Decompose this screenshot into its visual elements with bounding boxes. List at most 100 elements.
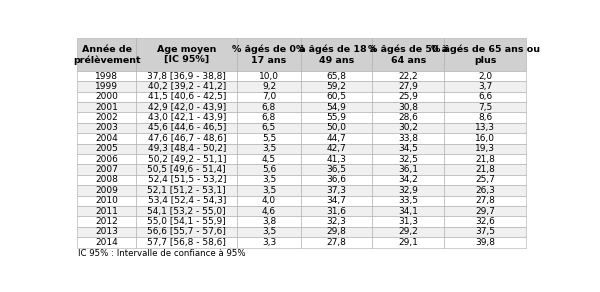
Text: 50,5 [49,6 - 51,4]: 50,5 [49,6 - 51,4] xyxy=(148,165,226,174)
Bar xyxy=(136,123,237,133)
Bar xyxy=(301,175,373,185)
Bar xyxy=(136,154,237,164)
Bar xyxy=(373,102,444,112)
Bar xyxy=(444,123,526,133)
Bar xyxy=(77,81,136,92)
Text: 5,6: 5,6 xyxy=(262,165,276,174)
Bar xyxy=(136,237,237,248)
Text: 25,9: 25,9 xyxy=(398,92,418,101)
Text: 40,2 [39,2 - 41,2]: 40,2 [39,2 - 41,2] xyxy=(148,82,226,91)
Bar xyxy=(301,39,373,71)
Text: % âgés de 50 à
64 ans: % âgés de 50 à 64 ans xyxy=(368,45,448,65)
Text: 6,5: 6,5 xyxy=(262,124,276,133)
Bar xyxy=(301,227,373,237)
Bar xyxy=(373,81,444,92)
Bar xyxy=(237,123,301,133)
Bar xyxy=(444,237,526,248)
Text: 52,1 [51,2 - 53,1]: 52,1 [51,2 - 53,1] xyxy=(148,186,226,195)
Text: 19,3: 19,3 xyxy=(475,144,495,153)
Text: 42,9 [42,0 - 43,9]: 42,9 [42,0 - 43,9] xyxy=(148,103,226,112)
Text: 25,7: 25,7 xyxy=(475,175,495,185)
Bar xyxy=(136,206,237,216)
Bar xyxy=(136,81,237,92)
Text: 2000: 2000 xyxy=(95,92,118,101)
Bar xyxy=(77,185,136,196)
Bar xyxy=(136,112,237,123)
Text: Année de
prélèvement: Année de prélèvement xyxy=(73,45,140,65)
Text: 2007: 2007 xyxy=(95,165,118,174)
Bar xyxy=(373,71,444,81)
Bar xyxy=(373,92,444,102)
Text: 31,6: 31,6 xyxy=(326,207,347,215)
Text: 52,4 [51,5 - 53,2]: 52,4 [51,5 - 53,2] xyxy=(148,175,226,185)
Bar xyxy=(237,71,301,81)
Bar xyxy=(373,227,444,237)
Text: 47,6 [46,7 - 48,6]: 47,6 [46,7 - 48,6] xyxy=(148,134,226,143)
Text: IC 95% : Intervalle de confiance à 95%: IC 95% : Intervalle de confiance à 95% xyxy=(78,249,246,258)
Bar xyxy=(237,144,301,154)
Bar xyxy=(237,81,301,92)
Bar xyxy=(301,133,373,144)
Bar xyxy=(136,185,237,196)
Text: 36,1: 36,1 xyxy=(398,165,418,174)
Bar xyxy=(373,154,444,164)
Bar xyxy=(237,102,301,112)
Text: 33,8: 33,8 xyxy=(398,134,418,143)
Text: 28,6: 28,6 xyxy=(398,113,418,122)
Text: 29,8: 29,8 xyxy=(326,227,347,237)
Text: 43,0 [42,1 - 43,9]: 43,0 [42,1 - 43,9] xyxy=(148,113,226,122)
Text: 2,0: 2,0 xyxy=(478,72,492,81)
Bar xyxy=(373,237,444,248)
Text: 42,7: 42,7 xyxy=(327,144,346,153)
Text: 30,2: 30,2 xyxy=(398,124,418,133)
Bar xyxy=(444,185,526,196)
Bar xyxy=(301,206,373,216)
Bar xyxy=(444,102,526,112)
Bar xyxy=(301,144,373,154)
Bar xyxy=(301,123,373,133)
Text: 3,5: 3,5 xyxy=(262,186,276,195)
Text: % âgés de 18 à
49 ans: % âgés de 18 à 49 ans xyxy=(296,45,377,65)
Text: 2011: 2011 xyxy=(95,207,118,215)
Bar xyxy=(136,227,237,237)
Text: 34,5: 34,5 xyxy=(398,144,418,153)
Text: 5,5: 5,5 xyxy=(262,134,276,143)
Text: 27,9: 27,9 xyxy=(398,82,418,91)
Bar xyxy=(444,144,526,154)
Text: 27,8: 27,8 xyxy=(475,196,495,205)
Bar xyxy=(444,112,526,123)
Text: 32,9: 32,9 xyxy=(398,186,418,195)
Bar xyxy=(237,237,301,248)
Text: 29,7: 29,7 xyxy=(475,207,495,215)
Bar xyxy=(77,216,136,227)
Bar xyxy=(77,133,136,144)
Text: 39,8: 39,8 xyxy=(475,238,495,247)
Text: 1998: 1998 xyxy=(95,72,118,81)
Text: 22,2: 22,2 xyxy=(398,72,418,81)
Text: 1999: 1999 xyxy=(95,82,118,91)
Text: 29,1: 29,1 xyxy=(398,238,418,247)
Text: 13,3: 13,3 xyxy=(475,124,495,133)
Text: 4,0: 4,0 xyxy=(262,196,276,205)
Bar xyxy=(136,196,237,206)
Bar xyxy=(301,154,373,164)
Text: 45,6 [44,6 - 46,5]: 45,6 [44,6 - 46,5] xyxy=(148,124,226,133)
Text: 36,5: 36,5 xyxy=(326,165,347,174)
Bar xyxy=(77,39,136,71)
Text: 2004: 2004 xyxy=(95,134,118,143)
Text: 34,2: 34,2 xyxy=(398,175,418,185)
Text: 57,7 [56,8 - 58,6]: 57,7 [56,8 - 58,6] xyxy=(148,238,226,247)
Bar xyxy=(373,164,444,175)
Text: 36,6: 36,6 xyxy=(326,175,347,185)
Text: Age moyen
[IC 95%]: Age moyen [IC 95%] xyxy=(157,45,217,64)
Bar xyxy=(237,196,301,206)
Bar xyxy=(136,102,237,112)
Bar xyxy=(136,133,237,144)
Text: 2014: 2014 xyxy=(95,238,118,247)
Bar xyxy=(77,175,136,185)
Bar xyxy=(301,102,373,112)
Bar xyxy=(444,196,526,206)
Text: 56,6 [55,7 - 57,6]: 56,6 [55,7 - 57,6] xyxy=(148,227,226,237)
Bar xyxy=(77,144,136,154)
Bar xyxy=(77,164,136,175)
